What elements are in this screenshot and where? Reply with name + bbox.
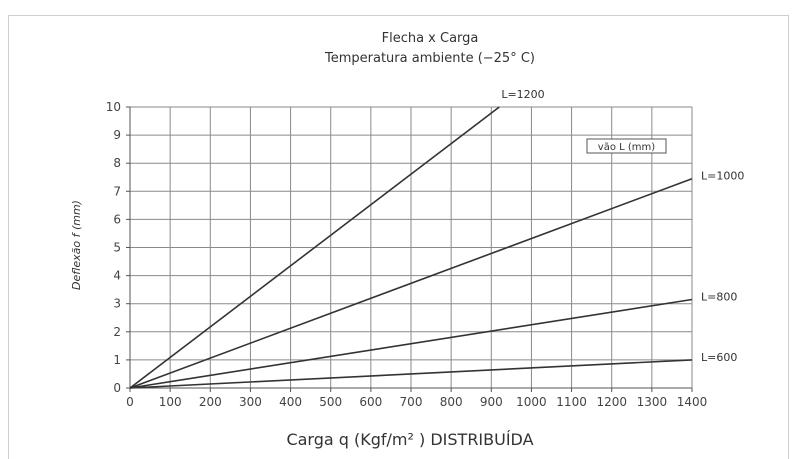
y-tick-label-8: 8 bbox=[113, 156, 121, 170]
chart-title: Flecha x Carga bbox=[382, 31, 479, 46]
y-tick-label-1: 1 bbox=[113, 353, 121, 367]
x-tick-label-4: 400 bbox=[279, 395, 302, 409]
y-tick-label-9: 9 bbox=[113, 128, 121, 142]
x-tick-label-7: 700 bbox=[400, 395, 423, 409]
y-tick-label-7: 7 bbox=[113, 184, 121, 198]
x-tick-label-10: 1000 bbox=[516, 395, 547, 409]
x-tick-label-2: 200 bbox=[199, 395, 222, 409]
x-tick-label-8: 800 bbox=[440, 395, 463, 409]
x-tick-label-3: 300 bbox=[239, 395, 262, 409]
y-axis-label: Deflexão f (mm) bbox=[70, 200, 83, 290]
series-label-0: L=1200 bbox=[501, 88, 544, 101]
series-lines bbox=[129, 106, 693, 389]
grid bbox=[129, 106, 693, 389]
series-label-3: L=600 bbox=[701, 351, 737, 364]
frame-top-border bbox=[8, 15, 788, 16]
y-tick-label-4: 4 bbox=[113, 269, 121, 283]
x-tick-label-13: 1300 bbox=[637, 395, 668, 409]
frame-right-border bbox=[788, 15, 789, 459]
legend-note: vão L (mm) bbox=[586, 138, 667, 154]
x-tick-label-14: 1400 bbox=[677, 395, 708, 409]
legend-note-box bbox=[586, 138, 667, 154]
axes bbox=[126, 106, 693, 392]
y-tick-label-10: 10 bbox=[106, 100, 121, 114]
x-tick-label-6: 600 bbox=[359, 395, 382, 409]
chart-subtitle: Temperatura ambiente (−25° C) bbox=[324, 51, 535, 66]
series-labels: L=1200 L=1000 L=800 L=600 bbox=[501, 88, 744, 364]
series-label-1: L=1000 bbox=[701, 170, 744, 183]
y-tick-label-6: 6 bbox=[113, 212, 121, 226]
x-tick-label-12: 1200 bbox=[596, 395, 627, 409]
x-tick-label-9: 900 bbox=[480, 395, 503, 409]
y-tick-label-5: 5 bbox=[113, 241, 121, 255]
y-tick-label-0: 0 bbox=[113, 381, 121, 395]
x-tick-label-1: 100 bbox=[159, 395, 182, 409]
y-tick-label-3: 3 bbox=[113, 297, 121, 311]
x-axis-label: Carga q (Kgf/m² ) DISTRIBUÍDA bbox=[286, 430, 533, 449]
legend-note-text: vão L (mm) bbox=[598, 142, 655, 153]
series-line-1 bbox=[129, 177, 693, 389]
y-tick-label-2: 2 bbox=[113, 325, 121, 339]
series-label-2: L=800 bbox=[701, 290, 737, 303]
series-line-2 bbox=[129, 298, 693, 389]
x-tick-label-0: 0 bbox=[126, 395, 134, 409]
series-line-3 bbox=[129, 359, 693, 389]
series-line-0 bbox=[129, 106, 500, 389]
x-tick-label-11: 1100 bbox=[556, 395, 587, 409]
frame-left-border bbox=[8, 15, 9, 459]
x-tick-label-5: 500 bbox=[319, 395, 342, 409]
